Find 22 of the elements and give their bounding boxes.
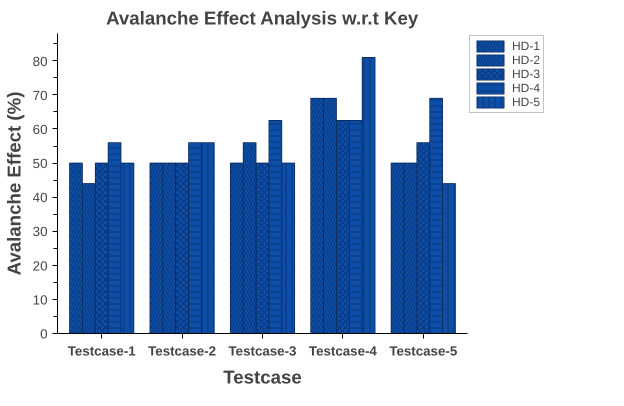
x-tick-label: Testcase-4: [308, 344, 378, 358]
y-axis-title: Avalanche Effect (%): [4, 92, 25, 276]
chart-title: Avalanche Effect Analysis w.r.t Key: [106, 8, 419, 28]
legend-label: HD-1: [512, 39, 540, 53]
y-tick-label: 80: [32, 54, 48, 69]
x-tick-label: Testcase-1: [68, 344, 136, 358]
y-tick-label: 70: [32, 88, 48, 103]
y-tick-label: 50: [32, 156, 48, 172]
legend-label: HD-2: [512, 53, 540, 67]
x-axis-title: Testcase: [223, 366, 302, 388]
y-tick-label: 0: [40, 326, 48, 342]
x-tick-label: Testcase-3: [228, 344, 296, 358]
y-tick-label: 10: [32, 292, 48, 308]
y-tick-label: 40: [32, 190, 48, 206]
y-tick-label: 60: [32, 122, 48, 137]
y-tick-label: 30: [32, 224, 48, 240]
legend-label: HD-4: [512, 81, 540, 95]
legend-label: HD-3: [512, 67, 540, 81]
y-tick-label: 20: [32, 258, 48, 274]
x-tick-label: Testcase-2: [148, 344, 216, 358]
x-tick-label: Testcase-5: [389, 344, 458, 358]
legend-label: HD-5: [512, 95, 540, 109]
